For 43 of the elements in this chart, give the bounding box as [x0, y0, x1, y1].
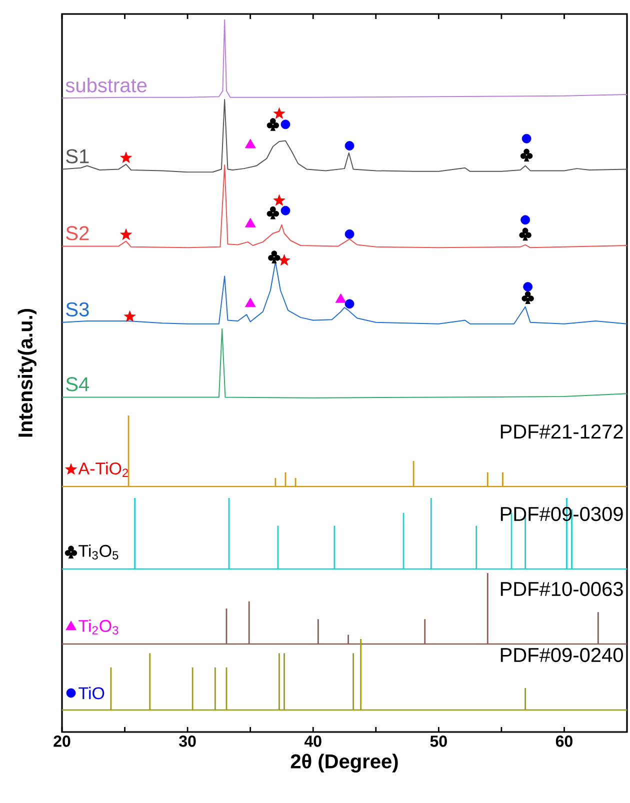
- point: [266, 118, 280, 131]
- point: [266, 206, 280, 220]
- point: [335, 293, 346, 303]
- legend-label: Ti$_{2}$O$_{3}$: [78, 619, 118, 635]
- x-tick-label: 30: [179, 736, 196, 747]
- point: [124, 310, 136, 322]
- series-label: S2: [66, 226, 89, 240]
- x-tick-label: 40: [304, 736, 322, 747]
- x-axis-title: 2θ (Degree): [290, 754, 398, 772]
- point: [344, 141, 354, 150]
- point: [244, 298, 256, 308]
- point: [520, 215, 530, 225]
- point: [523, 282, 533, 292]
- point: [280, 120, 290, 130]
- point: [519, 228, 532, 241]
- point: [278, 254, 290, 266]
- point: [522, 291, 534, 304]
- x-tick-label: 50: [430, 736, 447, 747]
- point: [268, 250, 280, 264]
- point: [244, 138, 256, 148]
- series-label: substrate: [66, 78, 147, 92]
- series-label: PDF#21-1272: [500, 424, 623, 438]
- series-label: S3: [66, 302, 89, 316]
- point: [344, 229, 354, 239]
- x-tick-label: 60: [556, 736, 572, 747]
- y-axis-title: Intensity(a.u.): [18, 308, 36, 437]
- point: [344, 299, 354, 309]
- series-label: PDF#10-0063: [500, 582, 623, 596]
- legend-label: Ti$_{3}$O$_{5}$: [78, 544, 118, 560]
- point: [273, 107, 286, 119]
- point: [273, 194, 286, 206]
- point: [244, 218, 256, 228]
- series-label: S1: [66, 149, 89, 164]
- point: [280, 206, 290, 216]
- point: [120, 151, 132, 164]
- point: [520, 148, 533, 162]
- x-tick-label: 20: [54, 736, 70, 747]
- point: [120, 228, 132, 240]
- point: [522, 134, 532, 144]
- legend-label: A-TiO$_{2}$: [78, 462, 128, 477]
- series-label: S4: [66, 377, 90, 392]
- series-label: PDF#09-0240: [500, 648, 623, 662]
- legend-label: TiO: [78, 686, 104, 700]
